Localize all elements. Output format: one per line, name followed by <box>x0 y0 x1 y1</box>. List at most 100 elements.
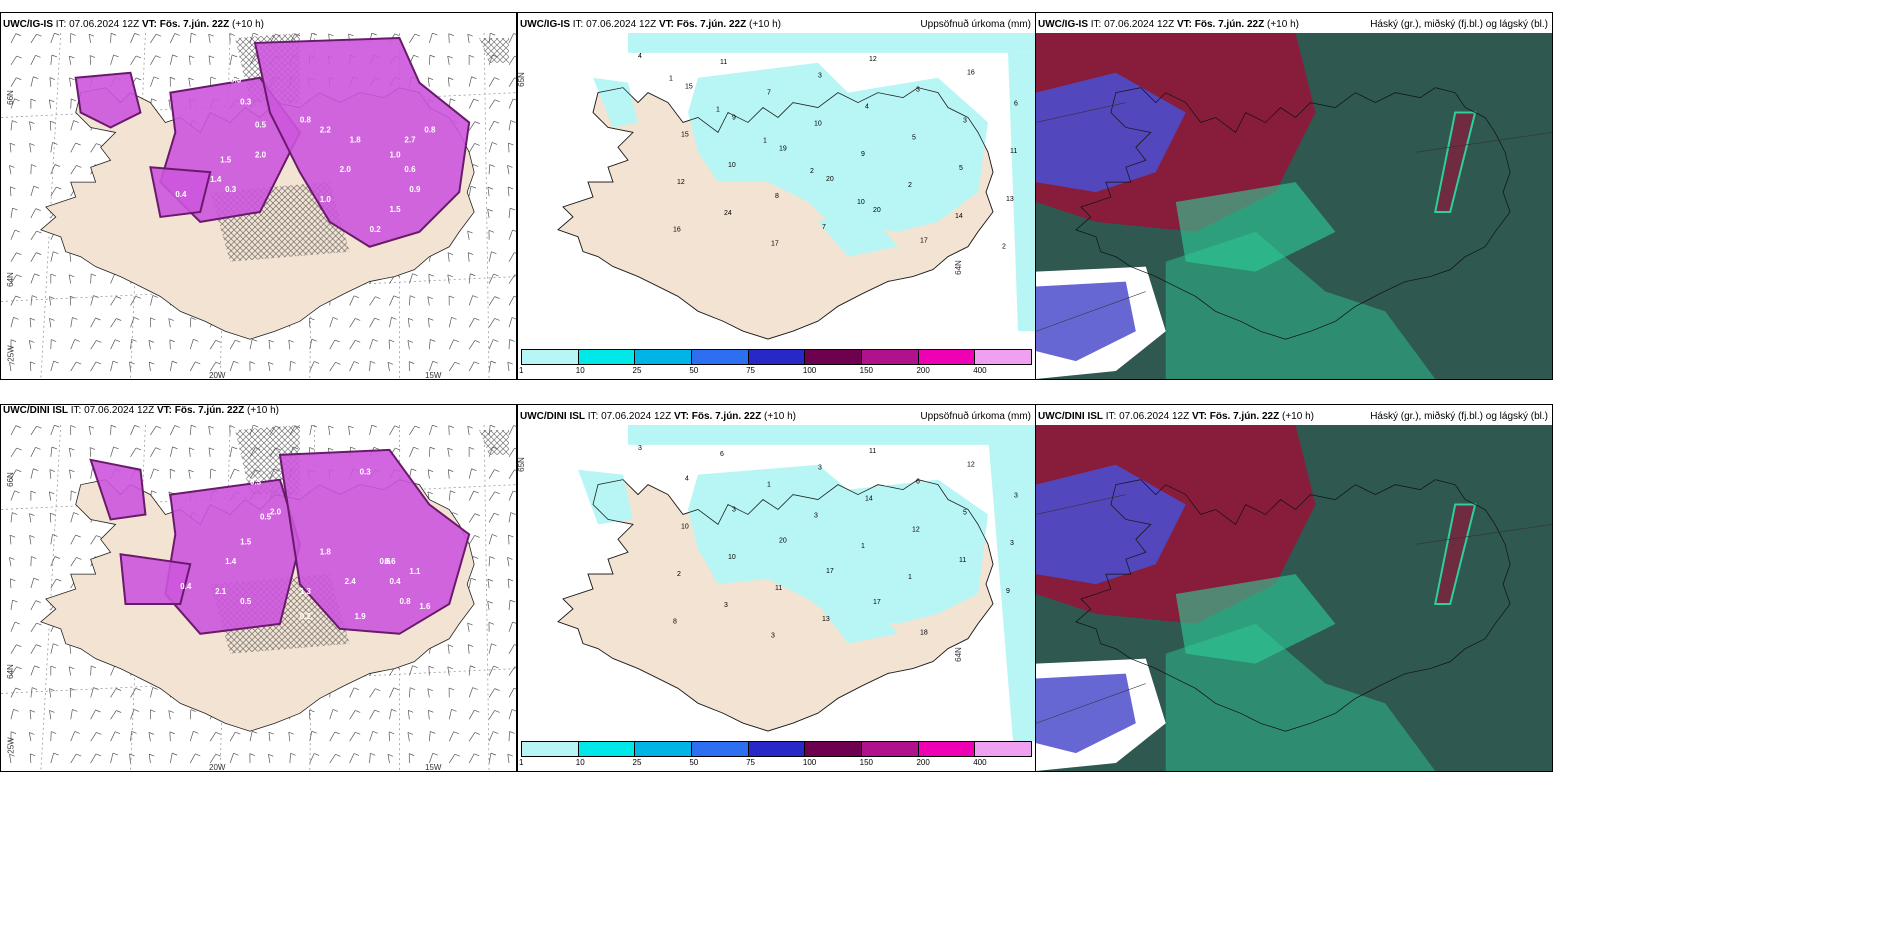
wind-barb <box>468 273 476 284</box>
precip-area <box>628 425 1035 445</box>
lat-label-65: 65N <box>517 72 526 87</box>
wind-barb <box>369 425 377 436</box>
colorbar-swatch <box>635 350 693 364</box>
wind-barb <box>309 338 317 350</box>
hatch-area <box>479 37 510 63</box>
wind-barb <box>130 688 141 698</box>
cloud-field-low <box>1036 281 1136 362</box>
wind-barb <box>188 55 195 65</box>
wind-barb <box>389 317 397 328</box>
wind-barb <box>447 666 453 676</box>
wind-barb <box>349 753 360 764</box>
cloud-field-mixed <box>1175 574 1336 664</box>
precip-area <box>988 434 1035 741</box>
wind-barb <box>288 731 294 742</box>
wind-barb <box>129 753 135 764</box>
panel-precip-igis: UWC/IG-IS IT: 07.06.2024 12Z VT: Fös. 7.… <box>517 12 1036 380</box>
wind-barb <box>10 295 21 306</box>
colorbar <box>521 349 1032 365</box>
wind-barb <box>268 339 275 350</box>
wind-barb <box>468 513 480 523</box>
precip-value-label: 17 <box>771 241 779 248</box>
wind-barb <box>9 534 16 545</box>
wind-barb <box>409 33 421 44</box>
wind-barb <box>90 340 102 350</box>
lat-label-66: 66N <box>5 472 15 487</box>
wind-barb <box>448 753 460 764</box>
wind-barb <box>150 425 162 436</box>
wind-barb <box>507 578 514 589</box>
cloud-field-low <box>1036 72 1186 193</box>
wind-barb <box>49 469 56 479</box>
precip-value-label: 1 <box>861 543 865 550</box>
wind-barb <box>488 251 497 262</box>
colorbar-label: 10 <box>575 366 585 375</box>
colorbar-label: 150 <box>859 758 874 767</box>
wind-barb <box>150 76 159 87</box>
wind-value-label: 0.6 <box>404 165 416 174</box>
colorbar-labels: 1 10 25 50 75 100 150 200 400 <box>519 758 1032 769</box>
wind-barb <box>50 752 59 764</box>
wind-barb <box>10 490 20 501</box>
wind-barb <box>29 143 35 153</box>
colorbar-label: 50 <box>689 758 699 767</box>
precip-area <box>89 458 147 521</box>
wind-barb <box>448 687 455 698</box>
wind-value-label: 0.6 <box>385 557 397 566</box>
wind-barb <box>29 361 36 372</box>
panel-right-title: Uppsöfnuð úrkoma (mm) <box>920 19 1031 30</box>
wind-barb <box>508 731 515 742</box>
wind-value-label: 0.3 <box>250 478 262 487</box>
wind-barb <box>169 339 175 350</box>
wind-barb <box>30 98 37 109</box>
precip-value-label: 6 <box>1014 101 1018 108</box>
boundary-line <box>1036 494 1126 515</box>
wind-barb <box>447 644 454 654</box>
wind-barb <box>468 732 481 742</box>
precip-value-label: 10 <box>857 199 865 206</box>
wind-barb <box>30 208 41 219</box>
wind-barb <box>448 709 457 720</box>
wind-barb <box>10 207 18 218</box>
colorbar-label: 1 <box>519 366 524 375</box>
wind-barb <box>70 339 80 350</box>
wind-barb <box>428 665 435 676</box>
wind-barb <box>70 142 81 153</box>
wind-barb <box>309 730 317 742</box>
colorbar-labels: 1 10 25 50 75 100 150 200 400 <box>519 366 1032 377</box>
wind-barb <box>467 644 474 654</box>
precip-value-label: 1 <box>767 482 771 489</box>
wind-barb <box>10 317 19 328</box>
wind-barb <box>70 512 79 523</box>
wind-barb <box>507 186 514 197</box>
panel-header: UWC/IG-IS IT: 07.06.2024 12Z VT: Fös. 7.… <box>520 19 781 30</box>
precip-value-label: 8 <box>775 193 779 200</box>
precip-value-label: 14 <box>955 213 963 220</box>
wind-value-label: 1.4 <box>210 175 222 184</box>
wind-barb <box>349 318 361 328</box>
wind-barb <box>50 731 57 742</box>
wind-barb <box>30 687 38 698</box>
wind-barb <box>30 447 41 457</box>
wind-barb <box>407 710 414 720</box>
wind-value-label: 0.5 <box>255 120 267 129</box>
wind-value-label: 0.4 <box>180 582 192 591</box>
wind-barb <box>468 55 475 65</box>
wind-barb <box>467 230 473 240</box>
wind-barb <box>488 99 500 109</box>
wind-barb <box>110 360 119 372</box>
wind-value-label: 0.5 <box>240 597 252 606</box>
wind-barb <box>49 120 56 131</box>
wind-barb <box>447 252 454 262</box>
precip-value-label: 20 <box>873 207 881 214</box>
wind-barb <box>189 33 197 43</box>
wind-barb <box>488 688 500 698</box>
wind-barb <box>508 207 516 218</box>
wind-barb <box>30 55 41 65</box>
wind-barb <box>50 534 58 545</box>
wind-barb <box>10 252 22 262</box>
precip-area <box>119 553 192 605</box>
wind-barb <box>268 753 274 764</box>
wind-barb <box>49 318 55 328</box>
wind-barb <box>70 709 78 720</box>
